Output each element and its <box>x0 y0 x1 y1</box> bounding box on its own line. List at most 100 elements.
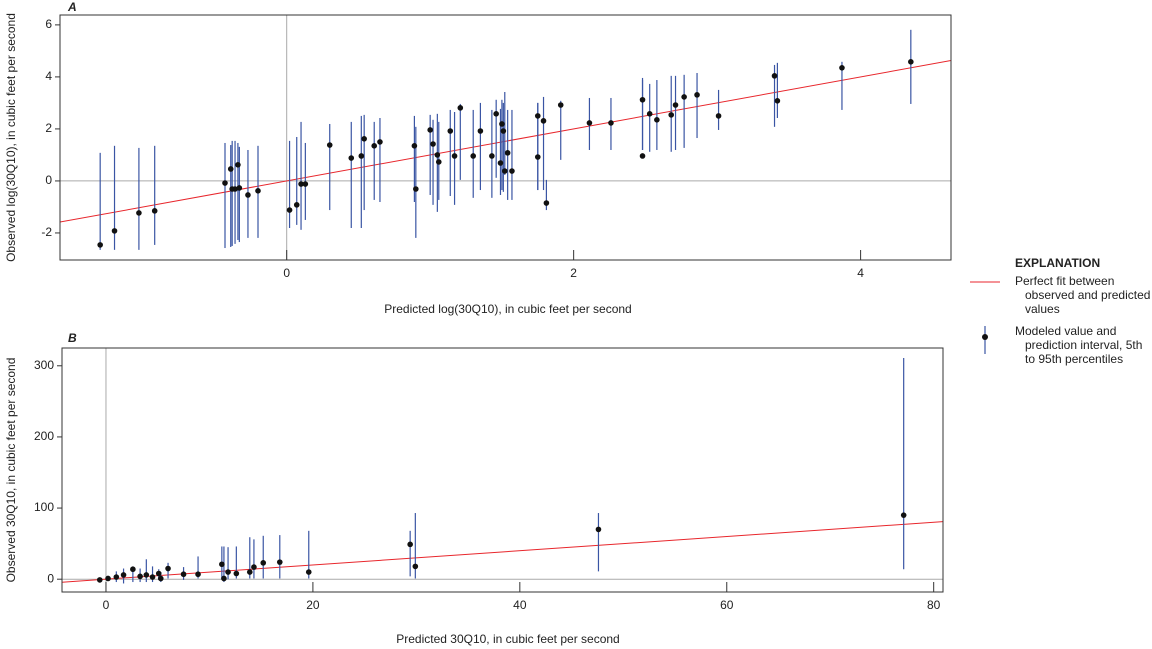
x-tick-label: 80 <box>927 598 941 612</box>
y-tick-label: 2 <box>45 121 52 135</box>
point <box>130 566 136 573</box>
legend-label: Modeled value and prediction interval, 5… <box>1015 324 1143 366</box>
fit-line <box>62 521 943 583</box>
point <box>839 64 845 71</box>
x-axis-label: Predicted log(30Q10), in cubic feet per … <box>384 302 631 316</box>
point <box>222 180 228 186</box>
point <box>358 153 365 159</box>
point <box>219 561 225 568</box>
point <box>497 160 504 166</box>
x-axis-label: Predicted 30Q10, in cubic feet per secon… <box>396 632 619 646</box>
point <box>407 541 413 548</box>
y-tick-label: 300 <box>34 358 54 372</box>
point <box>305 569 312 575</box>
point <box>293 202 300 208</box>
point <box>236 185 243 191</box>
legend-line-swatch <box>970 281 1000 283</box>
point <box>694 92 700 98</box>
point <box>371 143 378 149</box>
x-tick-label: 0 <box>103 598 110 612</box>
point <box>540 118 547 124</box>
point <box>534 113 541 119</box>
point <box>195 571 201 578</box>
point <box>672 102 679 108</box>
legend-title: EXPLANATION <box>1015 256 1101 270</box>
point <box>165 565 171 572</box>
point <box>639 153 646 159</box>
point <box>504 150 511 156</box>
point <box>298 181 304 187</box>
point <box>227 166 234 172</box>
x-tick-label: 4 <box>857 266 864 280</box>
point <box>509 168 515 174</box>
point <box>276 559 283 565</box>
point <box>900 512 907 518</box>
point <box>286 207 293 213</box>
point <box>654 117 660 123</box>
panel-label: A <box>67 0 77 14</box>
point <box>246 569 253 575</box>
point <box>180 571 187 578</box>
x-tick-label: 40 <box>513 598 527 612</box>
x-tick-label: 60 <box>720 598 734 612</box>
point <box>543 200 550 206</box>
point <box>501 168 508 174</box>
point <box>361 136 367 142</box>
point <box>302 181 309 187</box>
point <box>377 139 383 145</box>
y-tick-label: 0 <box>47 571 54 585</box>
point <box>105 575 111 582</box>
point <box>646 111 653 117</box>
point <box>908 59 914 65</box>
point <box>470 153 477 159</box>
legend-item: Modeled value and prediction interval, 5… <box>968 324 1148 366</box>
point <box>500 128 507 134</box>
point <box>557 102 564 108</box>
point <box>715 113 722 119</box>
y-tick-label: 0 <box>45 173 52 187</box>
point <box>595 526 602 533</box>
point <box>534 154 541 160</box>
point <box>136 210 142 216</box>
point <box>427 127 433 133</box>
point <box>113 574 120 580</box>
y-tick-label: 100 <box>34 500 54 514</box>
point <box>137 573 143 580</box>
point <box>639 96 646 103</box>
point <box>326 142 333 148</box>
y-tick-label: 200 <box>34 429 54 443</box>
point <box>608 120 614 126</box>
point <box>149 574 156 580</box>
point <box>412 563 419 570</box>
point <box>451 153 458 159</box>
point <box>158 575 164 582</box>
legend-point-swatch <box>982 326 988 354</box>
point <box>96 577 103 583</box>
point <box>97 242 103 248</box>
y-tick-label: -2 <box>41 225 52 239</box>
point <box>221 575 227 582</box>
point <box>430 141 436 147</box>
point <box>413 186 419 192</box>
point <box>111 228 118 234</box>
y-axis-label: Observed log(30Q10), in cubic feet per s… <box>4 13 18 262</box>
point <box>260 560 267 566</box>
point <box>151 208 158 214</box>
point <box>434 152 441 158</box>
point <box>681 94 687 100</box>
legend-item: Perfect fit between observed and predict… <box>968 274 1150 316</box>
plot-frame <box>61 347 944 593</box>
x-tick-label: 20 <box>306 598 320 612</box>
y-axis-label: Observed 30Q10, in cubic feet per second <box>4 358 18 583</box>
point <box>499 121 505 127</box>
point <box>233 570 240 577</box>
y-tick-label: 6 <box>45 17 52 31</box>
y-tick-label: 4 <box>45 69 52 83</box>
point <box>245 192 251 198</box>
point <box>493 111 499 117</box>
point <box>251 564 257 570</box>
point <box>586 120 593 126</box>
point <box>457 105 464 111</box>
